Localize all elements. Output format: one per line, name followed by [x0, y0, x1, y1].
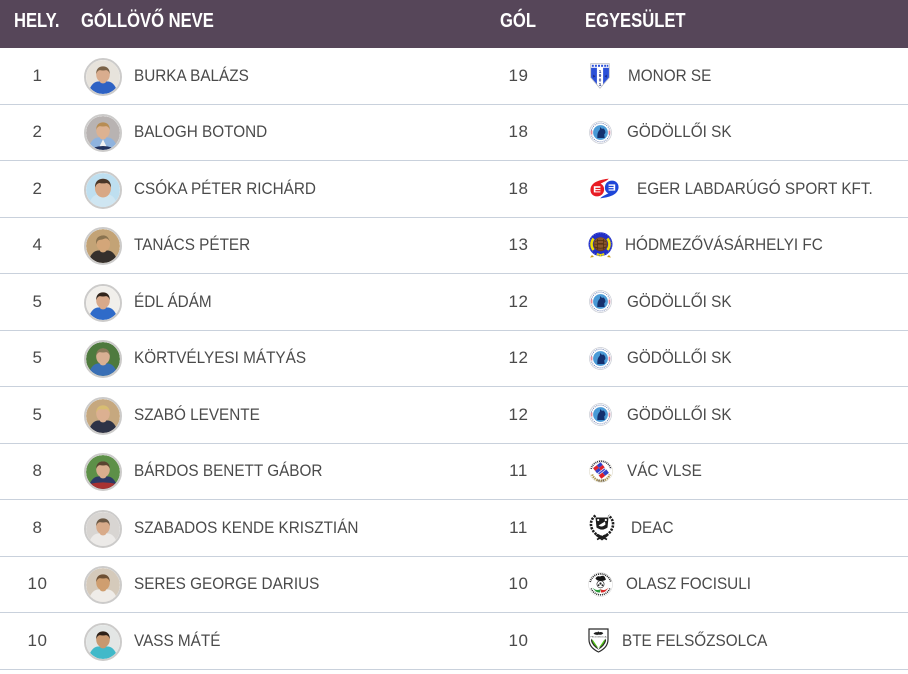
- svg-text:0: 0: [598, 77, 601, 82]
- svg-text:VLSE: VLSE: [597, 478, 605, 482]
- svg-text:FELSŐZSOLCA: FELSŐZSOLCA: [591, 636, 607, 639]
- svg-text:9: 9: [598, 73, 601, 78]
- svg-text:1: 1: [598, 82, 601, 87]
- svg-text:1: 1: [598, 69, 601, 74]
